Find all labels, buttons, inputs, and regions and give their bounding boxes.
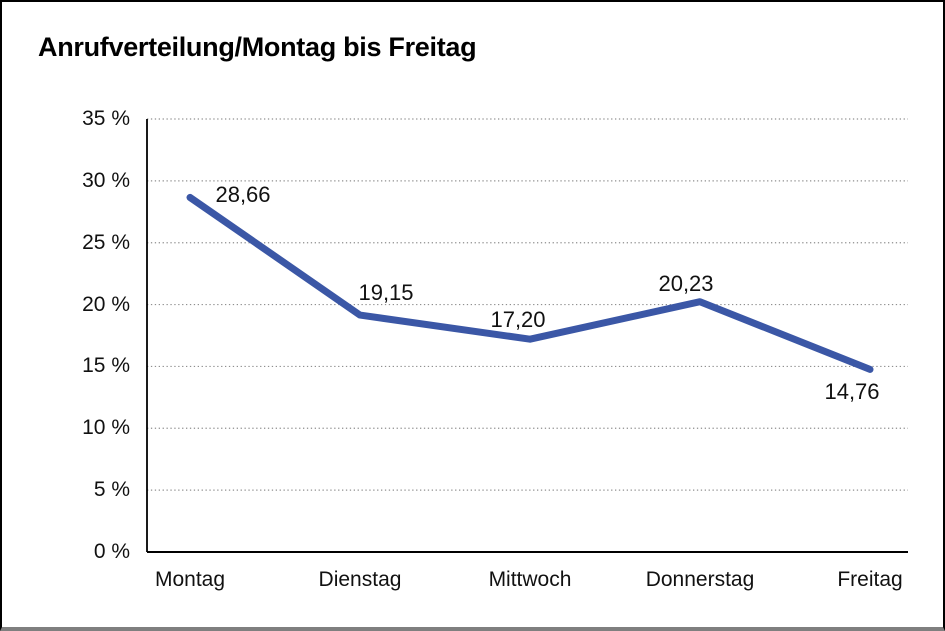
y-tick-label: 5 %: [93, 478, 130, 502]
y-tick-label: 25 %: [82, 230, 130, 254]
y-tick-label: 30 %: [82, 168, 130, 192]
y-tick-label: 15 %: [82, 354, 130, 378]
data-label: 14,76: [824, 379, 880, 405]
y-tick-label: 20 %: [82, 292, 130, 316]
y-tick-label: 0 %: [93, 540, 130, 563]
x-tick-label: Freitag: [837, 568, 903, 591]
data-label: 19,15: [358, 280, 414, 306]
y-tick-label: 10 %: [82, 416, 130, 440]
x-tick-label: Dienstag: [318, 568, 402, 591]
x-tick-label: Donnerstag: [645, 568, 755, 591]
series-line: [186, 193, 874, 373]
y-tick-label: 35 %: [82, 107, 130, 130]
chart-title: Anrufverteilung/Montag bis Freitag: [38, 32, 477, 62]
data-label: 28,66: [215, 182, 271, 208]
data-label: 17,20: [490, 307, 546, 333]
x-tick-label: Montag: [154, 568, 226, 591]
data-label: 20,23: [658, 270, 714, 296]
x-tick-label: Mittwoch: [488, 568, 572, 591]
